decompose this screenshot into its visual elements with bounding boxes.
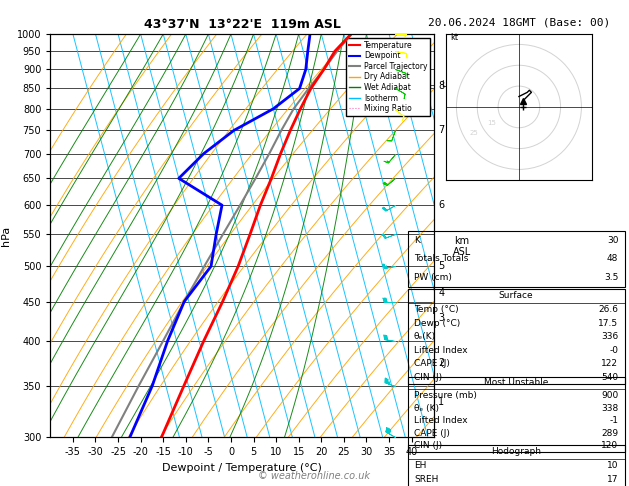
Text: SREH: SREH xyxy=(414,475,438,485)
Text: 17: 17 xyxy=(607,475,618,485)
Text: CIN (J): CIN (J) xyxy=(414,373,442,382)
Text: CAPE (J): CAPE (J) xyxy=(414,359,450,368)
Text: 3: 3 xyxy=(438,313,444,323)
Text: -0: -0 xyxy=(610,346,618,355)
Title: 43°37'N  13°22'E  119m ASL: 43°37'N 13°22'E 119m ASL xyxy=(144,18,341,32)
Text: 4: 4 xyxy=(438,288,444,298)
Text: 30: 30 xyxy=(607,236,618,244)
Text: 25: 25 xyxy=(469,130,478,136)
Text: 540: 540 xyxy=(601,373,618,382)
X-axis label: Dewpoint / Temperature (°C): Dewpoint / Temperature (°C) xyxy=(162,463,322,473)
Text: θₑ (K): θₑ (K) xyxy=(414,403,439,413)
Y-axis label: km
ASL: km ASL xyxy=(453,236,471,257)
Text: 120: 120 xyxy=(601,441,618,450)
Text: 17.5: 17.5 xyxy=(598,318,618,328)
Text: Hodograph: Hodograph xyxy=(491,447,541,456)
Text: Temp (°C): Temp (°C) xyxy=(414,305,459,314)
Text: 3.5: 3.5 xyxy=(604,273,618,282)
Text: 338: 338 xyxy=(601,403,618,413)
Text: 900: 900 xyxy=(601,391,618,400)
Text: 26.6: 26.6 xyxy=(598,305,618,314)
Text: θₑ(K): θₑ(K) xyxy=(414,332,436,341)
Text: K: K xyxy=(414,236,420,244)
Text: Surface: Surface xyxy=(499,292,533,300)
Text: Lifted Index: Lifted Index xyxy=(414,346,467,355)
Text: Totals Totals: Totals Totals xyxy=(414,254,468,263)
Text: 7: 7 xyxy=(438,125,444,136)
Text: 48: 48 xyxy=(607,254,618,263)
Text: 6: 6 xyxy=(438,200,444,210)
Text: 2: 2 xyxy=(438,358,444,367)
Y-axis label: hPa: hPa xyxy=(1,226,11,246)
Text: 5: 5 xyxy=(438,261,444,271)
Text: © weatheronline.co.uk: © weatheronline.co.uk xyxy=(259,471,370,481)
Text: Dewp (°C): Dewp (°C) xyxy=(414,318,460,328)
Text: -1: -1 xyxy=(610,416,618,425)
Text: kt: kt xyxy=(450,33,459,42)
Text: 122: 122 xyxy=(601,359,618,368)
Text: Pressure (mb): Pressure (mb) xyxy=(414,391,477,400)
Text: 15: 15 xyxy=(487,120,496,125)
Text: EH: EH xyxy=(414,461,426,470)
Text: 8: 8 xyxy=(438,81,444,91)
Text: CIN (J): CIN (J) xyxy=(414,441,442,450)
Text: 10: 10 xyxy=(607,461,618,470)
Text: Lifted Index: Lifted Index xyxy=(414,416,467,425)
Text: CAPE (J): CAPE (J) xyxy=(414,429,450,438)
Text: Most Unstable: Most Unstable xyxy=(484,379,548,387)
Text: PW (cm): PW (cm) xyxy=(414,273,452,282)
Text: 1: 1 xyxy=(438,397,444,407)
Text: 289: 289 xyxy=(601,429,618,438)
Legend: Temperature, Dewpoint, Parcel Trajectory, Dry Adiabat, Wet Adiabat, Isotherm, Mi: Temperature, Dewpoint, Parcel Trajectory… xyxy=(345,38,430,116)
Text: 336: 336 xyxy=(601,332,618,341)
Text: LCL: LCL xyxy=(441,80,456,89)
Text: 20.06.2024 18GMT (Base: 00): 20.06.2024 18GMT (Base: 00) xyxy=(428,17,610,27)
